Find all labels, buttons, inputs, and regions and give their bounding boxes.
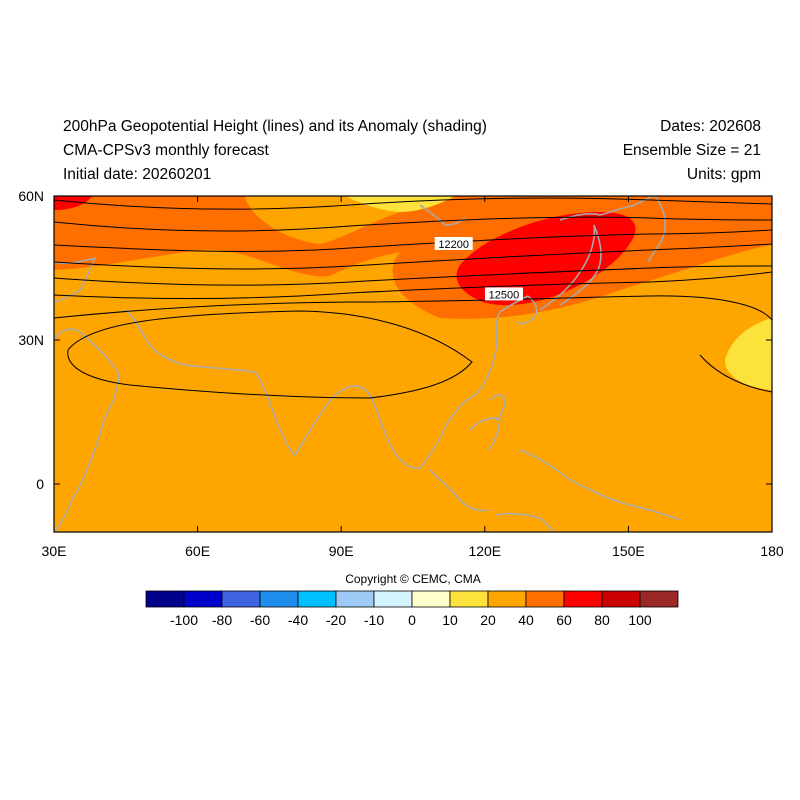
shading-10-20-east <box>725 318 772 390</box>
lat-tick-label: 30N <box>18 332 44 348</box>
lat-tick-label: 60N <box>18 188 44 204</box>
forecast-dates: Dates: 202608 <box>660 118 761 135</box>
contour-label-bg <box>484 287 523 301</box>
longitude-axis: 30E 60E 90E 120E 150E 180 <box>42 196 784 559</box>
contour-line <box>54 295 772 321</box>
colorbar-label: 40 <box>518 612 534 628</box>
colorbar-swatch <box>487 590 527 608</box>
colorbar-swatch <box>563 590 603 608</box>
colorbar-label: 100 <box>628 612 652 628</box>
height-contours <box>54 197 772 399</box>
colorbar-swatch <box>335 590 375 608</box>
contour-line <box>54 265 772 286</box>
colorbar: -100 -80 -60 -40 -20 -10 0 10 20 40 60 80 100 <box>145 590 679 628</box>
colorbar-swatch <box>601 590 641 608</box>
ensemble-size: Ensemble Size = 21 <box>622 142 761 159</box>
coastline-java <box>494 512 556 532</box>
coastlines <box>54 196 681 532</box>
colorbar-label: 20 <box>480 612 496 628</box>
contour-line <box>54 197 772 210</box>
colorbar-label: -10 <box>364 612 384 628</box>
lon-tick-label: 120E <box>468 543 501 559</box>
map-subtitle: CMA-CPSv3 monthly forecast <box>63 142 269 159</box>
initial-date: Initial date: 20260201 <box>63 166 212 183</box>
lat-tick-label: 0 <box>36 476 44 492</box>
colorbar-swatch <box>525 590 565 608</box>
colorbar-label: -40 <box>288 612 308 628</box>
colorbar-label: 0 <box>408 612 416 628</box>
map-title: 200hPa Geopotential Height (lines) and i… <box>63 118 487 135</box>
contour-line <box>54 271 772 300</box>
colorbar-label: -20 <box>326 612 346 628</box>
colorbar-label: 60 <box>556 612 572 628</box>
coastline-china <box>419 295 529 469</box>
colorbar-swatch <box>145 590 185 608</box>
coastline-philippines <box>489 394 506 421</box>
lon-tick-label: 180 <box>760 543 784 559</box>
contour-label: 12200 <box>434 237 473 251</box>
contour-label-bg <box>434 237 473 250</box>
map-frame <box>53 195 773 533</box>
contour-label: 12500 <box>484 287 523 301</box>
colorbar-swatch <box>373 590 413 608</box>
coastline-sumatra <box>429 469 489 512</box>
shading-60-80-west <box>54 196 92 210</box>
colorbar-swatch <box>639 590 679 608</box>
coastline-japan <box>539 224 602 311</box>
colorbar-label: -80 <box>212 612 232 628</box>
latitude-axis: 60N 30N 0 <box>18 188 772 492</box>
coastline-sea-of-okhotsk <box>559 196 656 221</box>
coastline-korea <box>517 295 538 325</box>
anomaly-shading <box>54 196 772 532</box>
lon-tick-label: 30E <box>42 543 67 559</box>
contour-label-text: 12500 <box>489 289 520 301</box>
colorbar-label: -60 <box>250 612 270 628</box>
lon-tick-label: 90E <box>329 543 354 559</box>
contour-line <box>54 216 772 232</box>
contour-label-text: 12200 <box>438 239 469 251</box>
units-label: Units: gpm <box>686 166 761 183</box>
colorbar-swatch <box>297 590 337 608</box>
coastline-arabia-africa <box>54 328 120 532</box>
contour-labels: 12200 12500 <box>434 237 523 301</box>
colorbar-swatch <box>183 590 223 608</box>
coastline-new-guinea <box>519 449 681 521</box>
coastline-lake-baikal <box>419 204 466 226</box>
copyright-notice: Copyright © CEMC, CMA <box>345 572 481 586</box>
colorbar-swatch <box>411 590 451 608</box>
lon-tick-label: 150E <box>612 543 645 559</box>
colorbar-label: 10 <box>442 612 458 628</box>
lon-tick-label: 60E <box>185 543 210 559</box>
colorbar-label: -100 <box>170 612 198 628</box>
shading-10-20-north <box>345 196 455 212</box>
coastline-kamchatka <box>647 196 666 263</box>
coastline-black-sea <box>54 256 97 303</box>
colorbar-label: 80 <box>594 612 610 628</box>
contour-line <box>699 354 772 393</box>
colorbar-swatch <box>221 590 261 608</box>
colorbar-swatch <box>259 590 299 608</box>
coastline-persian-gulf <box>124 309 181 365</box>
contour-line-closed <box>67 310 473 399</box>
coastline-borneo <box>469 417 501 451</box>
coastline-india-bay-of-bengal <box>179 363 421 470</box>
colorbar-swatch <box>449 590 489 608</box>
contour-line <box>54 243 772 270</box>
